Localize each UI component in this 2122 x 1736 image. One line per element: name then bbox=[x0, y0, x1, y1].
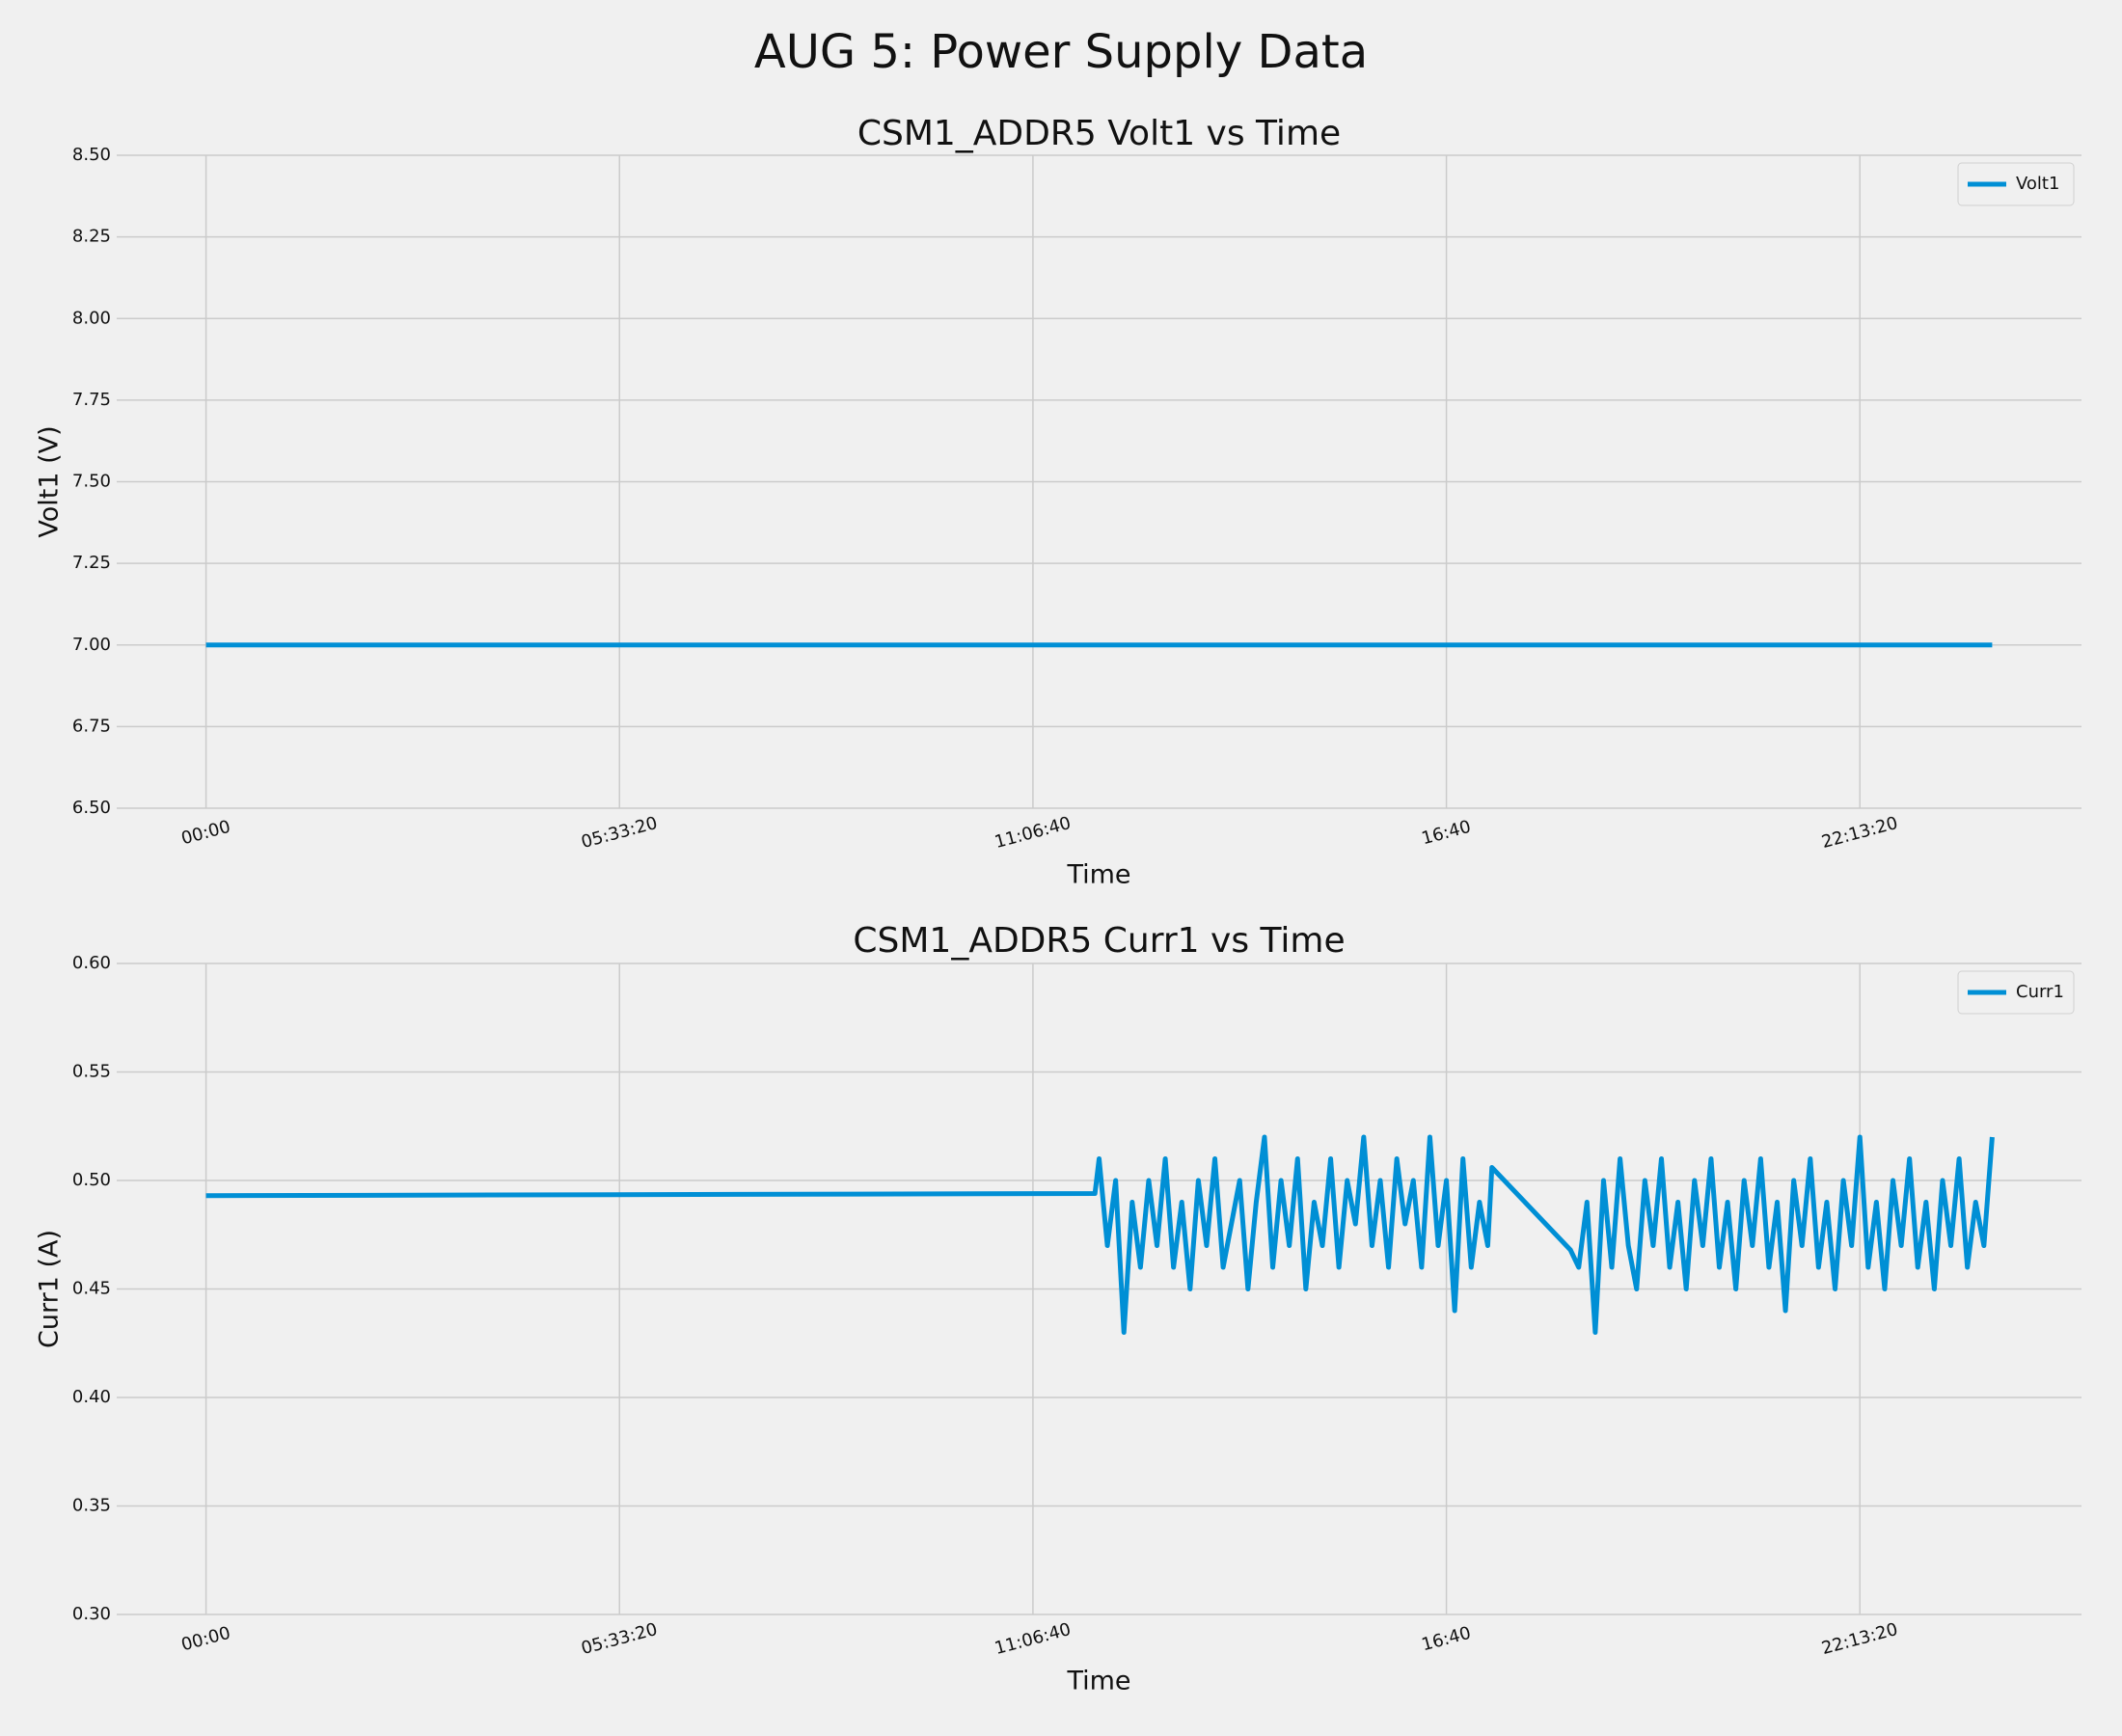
y-tick-label: 6.75 bbox=[72, 716, 111, 736]
y-tick-label: 8.00 bbox=[72, 308, 111, 328]
y-tick-label: 0.60 bbox=[72, 953, 111, 973]
x-axis-label: Time bbox=[1066, 1667, 1130, 1696]
y-tick-label: 0.55 bbox=[72, 1062, 111, 1082]
legend-label: Curr1 bbox=[2016, 982, 2064, 1002]
y-axis-label: Volt1 (V) bbox=[35, 425, 65, 537]
y-tick-label: 7.25 bbox=[72, 553, 111, 573]
y-tick-label: 0.30 bbox=[72, 1604, 111, 1624]
figure-title: AUG 5: Power Supply Data bbox=[754, 25, 1368, 79]
y-tick-label: 0.45 bbox=[72, 1279, 111, 1299]
y-tick-label: 6.50 bbox=[72, 798, 111, 818]
y-tick-label: 0.35 bbox=[72, 1496, 111, 1516]
y-tick-label: 7.00 bbox=[72, 635, 111, 655]
y-tick-label: 0.40 bbox=[72, 1387, 111, 1407]
legend-label: Volt1 bbox=[2016, 174, 2059, 194]
y-tick-label: 8.25 bbox=[72, 227, 111, 247]
y-axis-label: Curr1 (A) bbox=[35, 1230, 65, 1348]
legend-box bbox=[1957, 162, 2075, 206]
y-tick-label: 7.50 bbox=[72, 472, 111, 492]
data-line bbox=[205, 1134, 1995, 1335]
legend-box bbox=[1957, 970, 2075, 1015]
subplot-title: CSM1_ADDR5 Volt1 vs Time bbox=[857, 114, 1341, 153]
subplot-title: CSM1_ADDR5 Curr1 vs Time bbox=[853, 921, 1345, 961]
y-tick-label: 0.50 bbox=[72, 1170, 111, 1190]
y-tick-label: 7.75 bbox=[72, 390, 111, 410]
y-tick-label: 8.50 bbox=[72, 145, 111, 165]
x-axis-label: Time bbox=[1066, 860, 1130, 890]
